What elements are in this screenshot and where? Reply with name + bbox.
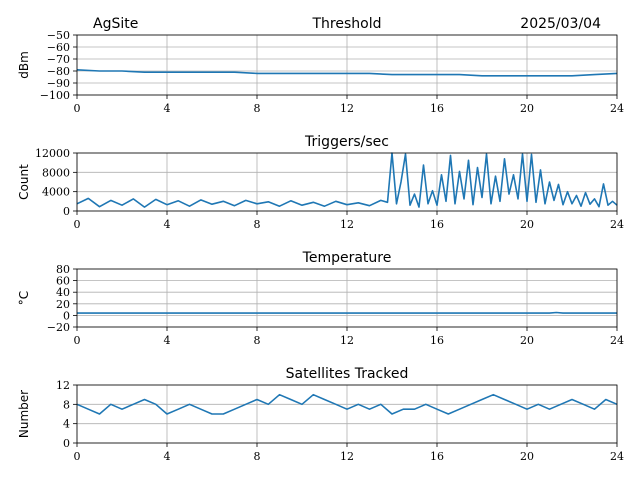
x-tick-label: 24: [610, 450, 624, 463]
x-tick-label: 24: [610, 102, 624, 115]
panel-title: Triggers/sec: [304, 134, 389, 150]
x-tick-label: 4: [164, 218, 171, 231]
y-tick-label: −60: [47, 41, 70, 54]
x-tick-label: 12: [340, 450, 354, 463]
x-tick-label: 24: [610, 334, 624, 347]
y-tick-label: −50: [47, 29, 70, 42]
y-tick-label: −90: [47, 77, 70, 90]
x-tick-label: 16: [430, 334, 444, 347]
y-tick-label: −80: [47, 65, 70, 78]
x-tick-label: 0: [74, 450, 81, 463]
x-tick-label: 20: [520, 102, 534, 115]
y-tick-label: −20: [47, 321, 70, 334]
y-tick-label: 8000: [42, 166, 70, 179]
data-line: [76, 69, 618, 77]
x-tick-label: 12: [340, 218, 354, 231]
y-tick-label: 20: [56, 298, 70, 311]
x-tick-label: 8: [254, 334, 261, 347]
panel-title: Satellites Tracked: [286, 366, 409, 382]
data-line: [77, 311, 617, 314]
y-tick-label: 0: [63, 309, 70, 322]
panel-title: Temperature: [302, 250, 392, 266]
y-axis-label: Number: [17, 390, 31, 438]
x-tick-label: 12: [340, 102, 354, 115]
y-tick-label: 4000: [42, 186, 70, 199]
x-tick-label: 24: [610, 218, 624, 231]
x-tick-label: 20: [520, 450, 534, 463]
y-axis-label: °C: [17, 291, 31, 305]
x-tick-label: 0: [74, 218, 81, 231]
y-tick-label: 60: [56, 275, 70, 288]
date-label: 2025/03/04: [520, 16, 601, 32]
y-tick-label: 8: [63, 398, 70, 411]
x-tick-label: 16: [430, 450, 444, 463]
panel-1: Threshold dBm 0 4 8 12 16 20 24 −100−90−80−70−60−…: [17, 16, 624, 115]
x-tick-label: 8: [254, 218, 261, 231]
x-tick-label: 4: [164, 102, 171, 115]
y-tick-label: 12: [56, 379, 70, 392]
y-tick-label: −100: [40, 89, 70, 102]
x-tick-label: 0: [74, 334, 81, 347]
panel-4: Satellites Tracked Number 0 4 8 12 16 20 24 0 4 8 12: [17, 366, 624, 463]
data-line: [76, 152, 618, 208]
x-tick-label: 0: [74, 102, 81, 115]
data-line: [76, 393, 618, 415]
x-tick-label: 20: [520, 334, 534, 347]
y-tick-label: 80: [56, 263, 70, 276]
x-tick-label: 12: [340, 334, 354, 347]
x-tick-label: 20: [520, 218, 534, 231]
y-tick-label: 4: [63, 418, 70, 431]
y-tick-label: 0: [63, 205, 70, 218]
x-tick-label: 16: [430, 218, 444, 231]
site-label: AgSite: [93, 16, 138, 32]
y-tick-label: 12000: [35, 147, 70, 160]
x-tick-label: 8: [254, 102, 261, 115]
y-tick-label: 0: [63, 437, 70, 450]
x-tick-label: 8: [254, 450, 261, 463]
y-axis-label: dBm: [17, 51, 31, 79]
panel-title: Threshold: [312, 16, 382, 32]
y-tick-label: −70: [47, 53, 70, 66]
y-tick-label: 40: [56, 286, 70, 299]
panel-2: Triggers/sec Count 0 4 8 12 16 20 24 0 4000 8000 120…: [17, 134, 624, 231]
x-tick-label: 4: [164, 450, 171, 463]
x-tick-label: 4: [164, 334, 171, 347]
x-tick-label: 16: [430, 102, 444, 115]
y-axis-label: Count: [17, 164, 31, 200]
